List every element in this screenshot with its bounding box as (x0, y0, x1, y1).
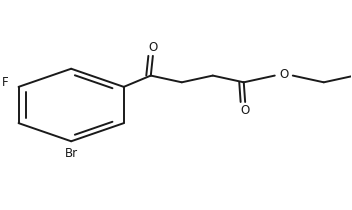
Text: O: O (148, 41, 157, 54)
Text: Br: Br (65, 147, 78, 160)
Text: O: O (240, 104, 250, 117)
Text: F: F (2, 76, 8, 89)
Text: O: O (279, 68, 288, 81)
